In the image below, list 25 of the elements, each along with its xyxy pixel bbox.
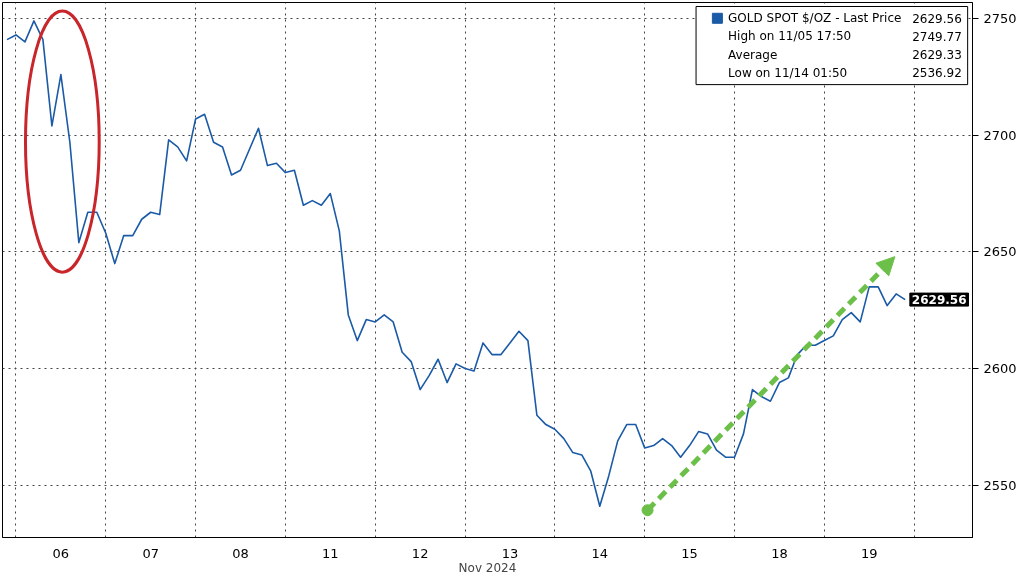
x-tick-label: 15 <box>681 545 698 561</box>
x-axis-title: Nov 2024 <box>458 560 517 575</box>
annotation: High on 11/05 17:50 <box>728 29 852 44</box>
x-tick-label: 18 <box>771 545 788 561</box>
x-tick-label: 12 <box>411 545 429 561</box>
y-tick-label: 2550 <box>983 477 1017 493</box>
x-tick-label: 11 <box>322 545 339 561</box>
y-tick-label: 2600 <box>983 361 1017 377</box>
text: 2629.56 <box>911 293 967 308</box>
text: 2749.77 <box>912 29 962 44</box>
x-tick-label: 06 <box>52 545 70 561</box>
text: 2536.92 <box>912 66 962 81</box>
x-tick-label: 19 <box>860 545 878 561</box>
y-tick-label: 2750 <box>983 11 1017 27</box>
y-tick-label: 2650 <box>983 244 1017 260</box>
x-tick-label: 07 <box>142 545 159 561</box>
x-tick-label: 08 <box>232 545 249 561</box>
x-tick-label: 14 <box>591 545 609 561</box>
text: 2629.33 <box>912 48 962 63</box>
y-tick-label: 2700 <box>983 127 1017 143</box>
x-tick-label: 13 <box>501 545 519 561</box>
annotation: Low on 11/14 01:50 <box>728 65 848 80</box>
legend-label: GOLD SPOT $/OZ - Last Price <box>728 11 902 26</box>
annotation: Average <box>728 47 778 62</box>
text: 2629.56 <box>912 11 962 26</box>
